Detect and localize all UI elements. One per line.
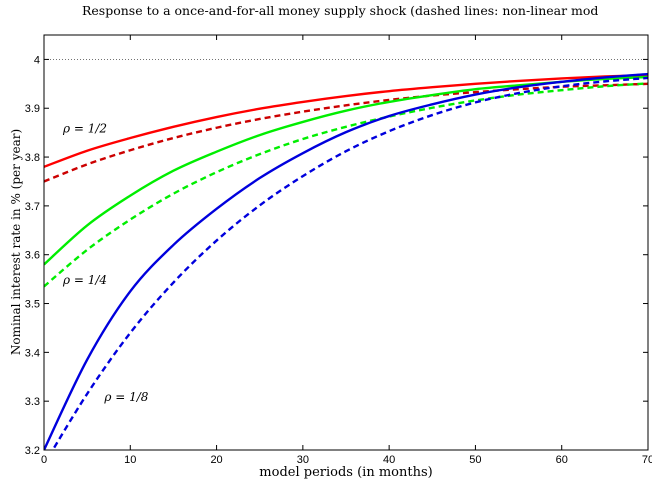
series-line-6 <box>51 76 648 450</box>
y-tick-label: 3.7 <box>25 201 40 213</box>
x-axis-label: model periods (in months) <box>259 465 432 480</box>
series-line-5 <box>44 72 648 450</box>
plot-frame <box>43 34 649 451</box>
x-tick-label: 20 <box>210 454 222 466</box>
x-tick-label: 70 <box>642 454 652 466</box>
x-axis: 0 10 20 30 40 50 60 70 <box>41 35 652 466</box>
annotations: ρ = 1/2 ρ = 1/4 ρ = 1/8 <box>62 122 149 405</box>
x-tick-label: 0 <box>41 454 47 466</box>
y-tick-label: 3.6 <box>25 250 40 262</box>
rho-annotation-1: ρ = 1/2 <box>62 122 107 136</box>
series-line-2 <box>44 82 648 183</box>
y-tick-label: 3.8 <box>25 152 40 164</box>
y-axis-label: Nominal interest rate in % (per year) <box>9 129 23 355</box>
y-tick-label: 3.4 <box>25 347 40 359</box>
series-layer <box>44 72 648 450</box>
series-line-4 <box>44 82 648 288</box>
x-tick-label: 30 <box>297 454 309 466</box>
chart-title: Response to a once-and-for-all money sup… <box>82 3 598 18</box>
y-tick-label: 3.2 <box>25 445 40 457</box>
y-tick-label: 3.5 <box>25 299 40 311</box>
x-tick-label: 50 <box>469 454 481 466</box>
x-tick-label: 10 <box>124 454 136 466</box>
x-tick-label: 40 <box>383 454 395 466</box>
y-axis: 3.2 3.3 3.4 3.5 3.6 3.7 3.8 3.9 4 <box>25 54 648 457</box>
series-line-1 <box>44 73 648 168</box>
y-tick-label: 3.3 <box>25 396 40 408</box>
rho-annotation-2: ρ = 1/4 <box>62 273 107 287</box>
y-tick-label: 3.9 <box>25 103 40 115</box>
x-tick-label: 60 <box>556 454 568 466</box>
rho-annotation-3: ρ = 1/8 <box>103 390 148 404</box>
y-tick-label: 4 <box>34 54 40 66</box>
